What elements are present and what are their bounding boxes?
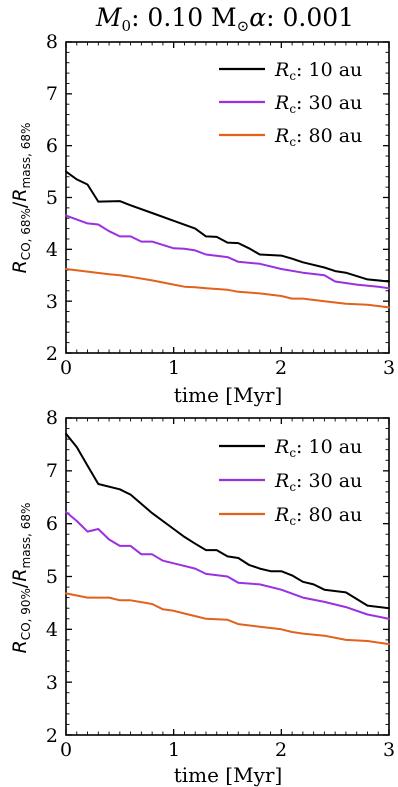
legend-entry-80au: Rc: 80 au <box>219 504 362 528</box>
series-line-10au <box>65 170 390 283</box>
ylabel-r2: R <box>9 568 31 581</box>
title-m-subscript: 0 <box>122 17 132 35</box>
series-line-30au <box>65 511 390 620</box>
series-line-80au <box>65 268 390 309</box>
xtick-label-3: 3 <box>383 739 395 761</box>
ylabel-slash: / <box>9 581 31 588</box>
ytick-label-3: 3 <box>46 291 58 313</box>
legend-label-30au: Rc: 30 au <box>274 470 362 494</box>
xtick-label-0: 0 <box>60 739 72 761</box>
y-axis-label: RCO, 68%/Rmass, 68% <box>9 123 33 274</box>
ytick-label-6: 6 <box>46 513 58 535</box>
ytick-label-8: 8 <box>46 407 58 429</box>
series-lines <box>65 170 390 309</box>
axis-ticks <box>65 41 390 354</box>
ytick-label-4: 4 <box>46 239 58 261</box>
x-axis-label: time [Myr] <box>174 383 283 407</box>
legend: Rc: 10 au Rc: 30 au Rc: 80 au <box>219 59 362 149</box>
title-sun-symbol: ⊙ <box>237 17 250 35</box>
ylabel-sub-num: CO, 90% <box>19 588 33 640</box>
legend-label-30au: Rc: 30 au <box>274 92 362 116</box>
legend-label-80au: Rc: 80 au <box>274 504 362 528</box>
ytick-label-7: 7 <box>46 83 58 105</box>
ylabel-sub-den: mass, 68% <box>19 123 33 189</box>
ylabel-sub-num: CO, 68% <box>19 208 33 260</box>
title-m-symbol: M <box>95 3 123 32</box>
figure-title: M0: 0.10 M⊙α: 0.001 <box>95 3 354 35</box>
ytick-label-2: 2 <box>46 725 58 747</box>
ylabel-slash: / <box>9 201 31 208</box>
legend-label-10au: Rc: 10 au <box>274 59 362 83</box>
ytick-label-8: 8 <box>46 31 58 53</box>
ytick-label-5: 5 <box>46 187 58 209</box>
ylabel-r: R <box>9 260 31 273</box>
ytick-label-5: 5 <box>46 566 58 588</box>
panel-bottom: 0 1 2 3 2 3 4 5 6 7 8 time [Myr] RCO, 90… <box>9 407 395 787</box>
legend-entry-30au: Rc: 30 au <box>219 470 362 494</box>
xtick-label-1: 1 <box>168 739 180 761</box>
series-line-80au <box>65 592 390 646</box>
title-alpha-symbol: α <box>249 3 266 32</box>
legend: Rc: 10 au Rc: 30 au Rc: 80 au <box>219 436 362 528</box>
y-axis-label: RCO, 90%/Rmass, 68% <box>9 503 33 654</box>
title-alpha-value: : 0.001 <box>266 3 354 32</box>
legend-entry-30au: Rc: 30 au <box>219 92 362 116</box>
ytick-label-6: 6 <box>46 135 58 157</box>
series-line-10au <box>65 432 390 610</box>
xtick-label-0: 0 <box>60 357 72 379</box>
legend-entry-10au: Rc: 10 au <box>219 436 362 460</box>
plot-frame <box>65 41 390 354</box>
title-m-value: : 0.10 M <box>131 3 237 32</box>
ytick-label-3: 3 <box>46 672 58 694</box>
x-axis-label: time [Myr] <box>174 763 283 787</box>
legend-label-10au: Rc: 10 au <box>274 436 362 460</box>
axis-ticks <box>65 417 390 736</box>
ytick-label-2: 2 <box>46 343 58 365</box>
xtick-label-1: 1 <box>168 357 180 379</box>
legend-entry-10au: Rc: 10 au <box>219 59 362 83</box>
ytick-label-4: 4 <box>46 619 58 641</box>
panel-top: 0 1 2 3 2 3 4 5 6 7 8 time [Myr] RCO, 68… <box>9 31 395 407</box>
legend-label-80au: Rc: 80 au <box>274 125 362 149</box>
legend-entry-80au: Rc: 80 au <box>219 125 362 149</box>
xtick-label-2: 2 <box>275 739 287 761</box>
xtick-label-3: 3 <box>383 357 395 379</box>
ylabel-r2: R <box>9 188 31 201</box>
ytick-label-7: 7 <box>46 460 58 482</box>
ylabel-sub-den: mass, 68% <box>19 503 33 569</box>
xtick-label-2: 2 <box>275 357 287 379</box>
ylabel-r: R <box>9 640 31 653</box>
series-lines <box>65 432 390 646</box>
series-line-30au <box>65 214 390 290</box>
